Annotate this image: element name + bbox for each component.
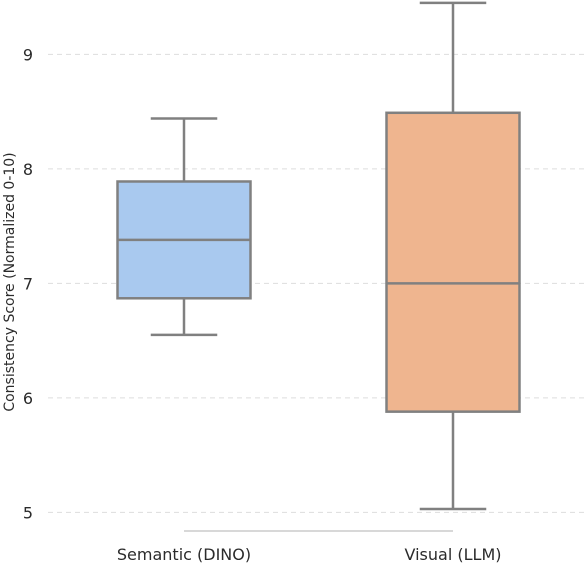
y-tick-label-9: 9 [23,45,33,64]
boxes [116,1,521,511]
y-tick-labels: 5 6 7 8 9 [23,45,33,522]
x-tick-labels: Semantic (DINO) Visual (LLM) [117,545,502,564]
box-group-1 [116,117,252,337]
box-group-2 [385,1,521,511]
y-axis-label: Consistency Score (Normalized 0-10) [2,152,18,411]
x-tick-label-2: Visual (LLM) [405,545,502,564]
y-tick-label-6: 6 [23,389,33,408]
y-tick-label-8: 8 [23,160,33,179]
iqr-box [385,111,521,413]
x-tick-label-1: Semantic (DINO) [117,545,251,564]
y-tick-label-5: 5 [23,503,33,522]
y-tick-label-7: 7 [23,274,33,293]
